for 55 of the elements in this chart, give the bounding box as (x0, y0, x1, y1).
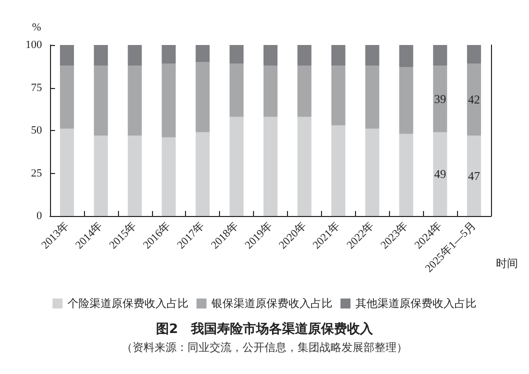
bar (297, 66, 312, 117)
bar (365, 128, 380, 216)
bar (128, 45, 142, 66)
bar (264, 66, 278, 117)
legend-label: 个险渠道原保费收入占比 (68, 297, 188, 310)
bar (365, 45, 380, 66)
bar (162, 64, 176, 138)
bar (196, 132, 210, 216)
y-tick-label: 75 (31, 82, 42, 94)
bar (230, 64, 244, 117)
bar (60, 128, 74, 216)
bar (331, 125, 346, 216)
bar (264, 116, 278, 216)
bar (433, 132, 448, 216)
text: （资料来源：同业交流，公开信息，集团战略发展部整理） (122, 341, 408, 354)
bar (399, 134, 414, 216)
bar (60, 45, 74, 66)
bar (433, 45, 448, 66)
legend-label: 银保渠道原保费收入占比 (210, 297, 332, 310)
bar (399, 45, 414, 68)
bar (230, 45, 244, 64)
data-label: 47 (468, 168, 480, 183)
bar (297, 116, 312, 216)
text: 图2 我国寿险市场各渠道原保费收入 (156, 321, 374, 337)
bar (94, 136, 108, 216)
data-label: 42 (468, 92, 480, 107)
bar (264, 45, 278, 66)
bar (467, 64, 482, 136)
y-tick-label: 25 (31, 167, 42, 180)
y-tick-label: 50 (31, 124, 42, 136)
bar (433, 66, 448, 132)
data-label: 39 (434, 92, 446, 106)
bar (196, 45, 210, 62)
bar (467, 45, 482, 64)
bar (230, 116, 244, 216)
legend-label: 其他渠道原保费收入占比 (356, 297, 476, 310)
bar (128, 136, 142, 216)
bar (60, 66, 74, 129)
bar (128, 66, 142, 136)
bar (196, 62, 210, 132)
bar (331, 66, 346, 126)
data-label: 49 (434, 167, 446, 182)
y-tick-label: 0 (36, 210, 42, 222)
bar (162, 137, 176, 216)
bar (467, 136, 482, 216)
x-axis-title: 时间 (496, 257, 518, 270)
bar (297, 45, 312, 66)
bar (94, 45, 108, 66)
bar (399, 67, 414, 134)
bar (162, 45, 176, 64)
y-axis-title: % (32, 22, 42, 34)
y-tick-label: 100 (26, 39, 42, 51)
bar (94, 66, 108, 136)
bar (331, 45, 346, 66)
bar (365, 66, 380, 129)
